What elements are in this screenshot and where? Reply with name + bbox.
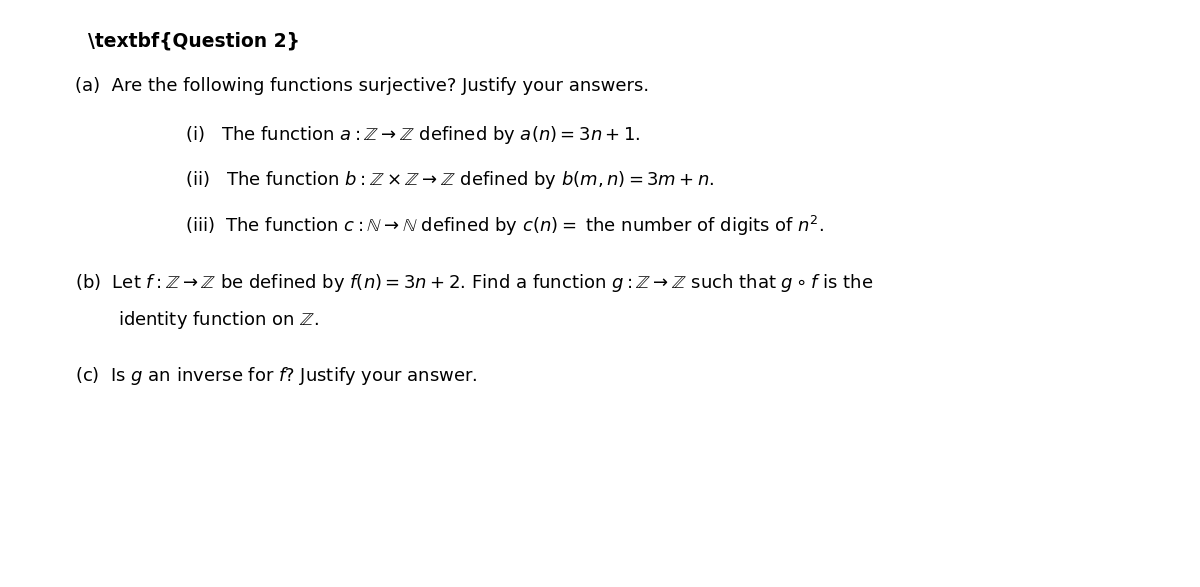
Text: (i)   The function $a : \mathbb{Z} \rightarrow \mathbb{Z}$ defined by $a(n) = 3n: (i) The function $a : \mathbb{Z} \righta… — [185, 124, 641, 146]
Text: identity function on $\mathbb{Z}$.: identity function on $\mathbb{Z}$. — [118, 309, 319, 331]
Text: (ii)   The function $b : \mathbb{Z} \times \mathbb{Z} \rightarrow \mathbb{Z}$ de: (ii) The function $b : \mathbb{Z} \times… — [185, 169, 715, 191]
Text: (b)  Let $f : \mathbb{Z} \rightarrow \mathbb{Z}$ be defined by $f(n) = 3n + 2$. : (b) Let $f : \mathbb{Z} \rightarrow \mat… — [74, 272, 874, 294]
Text: (a)  Are the following functions surjective? Justify your answers.: (a) Are the following functions surjecti… — [74, 77, 649, 95]
Text: \textbf{Question 2}: \textbf{Question 2} — [88, 32, 300, 51]
Text: (c)  Is $g$ an inverse for $f$? Justify your answer.: (c) Is $g$ an inverse for $f$? Justify y… — [74, 365, 478, 387]
Text: (iii)  The function $c : \mathbb{N} \rightarrow \mathbb{N}$ defined by $c(n) =$ : (iii) The function $c : \mathbb{N} \righ… — [185, 214, 824, 238]
